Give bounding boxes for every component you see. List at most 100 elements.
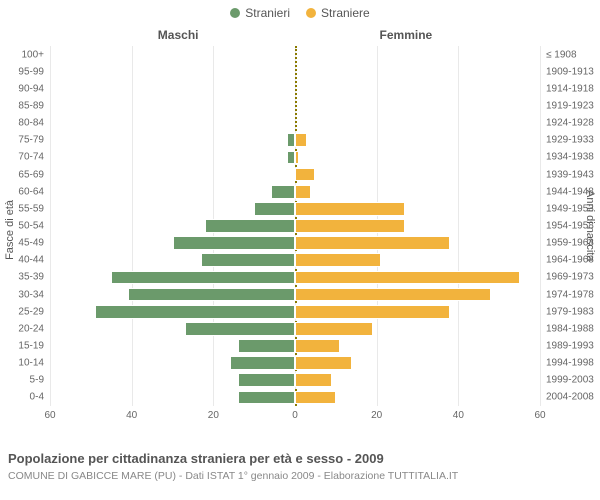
bar-female	[295, 288, 491, 302]
birth-year-label: 1999-2003	[540, 375, 594, 386]
birth-year-label: 1984-1988	[540, 323, 594, 334]
age-label: 85-89	[18, 100, 50, 111]
x-tick-label: 0	[292, 410, 298, 421]
table-row: 35-391969-1973	[50, 269, 540, 286]
table-row: 90-941914-1918	[50, 80, 540, 97]
birth-year-label: 1939-1943	[540, 169, 594, 180]
legend: Stranieri Straniere	[0, 0, 600, 20]
birth-year-label: 1974-1978	[540, 289, 594, 300]
age-label: 50-54	[18, 220, 50, 231]
age-label: 60-64	[18, 186, 50, 197]
table-row: 10-141994-1998	[50, 355, 540, 372]
birth-year-label: 1919-1923	[540, 100, 594, 111]
age-label: 30-34	[18, 289, 50, 300]
x-tick-label: 40	[126, 410, 137, 421]
bar-male	[287, 151, 295, 165]
bar-female	[295, 305, 450, 319]
bar-female	[295, 356, 352, 370]
age-label: 5-9	[30, 375, 50, 386]
age-label: 45-49	[18, 238, 50, 249]
birth-year-label: 1989-1993	[540, 340, 594, 351]
header-female: Femmine	[380, 28, 433, 42]
age-label: 35-39	[18, 272, 50, 283]
table-row: 70-741934-1938	[50, 149, 540, 166]
birth-year-label: 1934-1938	[540, 152, 594, 163]
bar-male	[173, 236, 296, 250]
bar-female	[295, 253, 381, 267]
birth-year-label: 1944-1948	[540, 186, 594, 197]
bar-female	[295, 236, 450, 250]
birth-year-label: 1964-1968	[540, 255, 594, 266]
age-label: 55-59	[18, 203, 50, 214]
table-row: 60-641944-1948	[50, 183, 540, 200]
chart-area: Maschi Femmine 100+≤ 190895-991909-19139…	[50, 28, 540, 428]
table-row: 55-591949-1953	[50, 200, 540, 217]
birth-year-label: 1929-1933	[540, 135, 594, 146]
legend-item-female: Straniere	[306, 6, 370, 20]
bar-male	[205, 219, 295, 233]
age-label: 100+	[21, 49, 50, 60]
table-row: 25-291979-1983	[50, 303, 540, 320]
table-row: 30-341974-1978	[50, 286, 540, 303]
bar-male	[271, 185, 296, 199]
age-label: 75-79	[18, 135, 50, 146]
legend-label-male: Stranieri	[245, 6, 290, 20]
birth-year-label: 1979-1983	[540, 306, 594, 317]
birth-year-label: ≤ 1908	[540, 49, 577, 60]
bar-male	[287, 133, 295, 147]
age-label: 40-44	[18, 255, 50, 266]
age-label: 0-4	[30, 392, 50, 403]
bar-male	[128, 288, 295, 302]
plot-region: 100+≤ 190895-991909-191390-941914-191885…	[50, 46, 540, 406]
bar-female	[295, 391, 336, 405]
bar-male	[201, 253, 295, 267]
age-label: 70-74	[18, 152, 50, 163]
birth-year-label: 1954-1958	[540, 220, 594, 231]
table-row: 95-991909-1913	[50, 63, 540, 80]
age-label: 90-94	[18, 83, 50, 94]
birth-year-label: 1959-1963	[540, 238, 594, 249]
table-row: 65-691939-1943	[50, 166, 540, 183]
bar-male	[185, 322, 295, 336]
bar-male	[238, 339, 295, 353]
x-tick-label: 20	[208, 410, 219, 421]
age-label: 80-84	[18, 118, 50, 129]
bar-male	[95, 305, 295, 319]
x-tick-label: 40	[453, 410, 464, 421]
table-row: 5-91999-2003	[50, 372, 540, 389]
header-male: Maschi	[158, 28, 199, 42]
age-label: 95-99	[18, 66, 50, 77]
bar-female	[295, 168, 315, 182]
x-tick-label: 60	[534, 410, 545, 421]
table-row: 0-42004-2008	[50, 389, 540, 406]
age-label: 20-24	[18, 323, 50, 334]
bar-male	[238, 373, 295, 387]
age-label: 15-19	[18, 340, 50, 351]
table-row: 75-791929-1933	[50, 132, 540, 149]
chart-subtitle: COMUNE DI GABICCE MARE (PU) - Dati ISTAT…	[8, 470, 458, 482]
bar-female	[295, 271, 520, 285]
birth-year-label: 1949-1953	[540, 203, 594, 214]
age-label: 10-14	[18, 358, 50, 369]
table-row: 100+≤ 1908	[50, 46, 540, 63]
table-row: 50-541954-1958	[50, 217, 540, 234]
birth-year-label: 2004-2008	[540, 392, 594, 403]
birth-year-label: 1924-1928	[540, 118, 594, 129]
legend-label-female: Straniere	[321, 6, 370, 20]
bar-female	[295, 219, 405, 233]
bar-male	[111, 271, 295, 285]
legend-swatch-male	[230, 8, 240, 18]
bar-female	[295, 373, 332, 387]
x-tick-label: 60	[44, 410, 55, 421]
bar-female	[295, 339, 340, 353]
legend-swatch-female	[306, 8, 316, 18]
bar-male	[230, 356, 295, 370]
table-row: 20-241984-1988	[50, 320, 540, 337]
table-row: 15-191989-1993	[50, 337, 540, 354]
x-tick-label: 20	[371, 410, 382, 421]
birth-year-label: 1909-1913	[540, 66, 594, 77]
table-row: 40-441964-1968	[50, 252, 540, 269]
bar-male	[238, 391, 295, 405]
y-axis-label-left: Fasce di età	[4, 200, 16, 260]
bar-female	[295, 185, 311, 199]
